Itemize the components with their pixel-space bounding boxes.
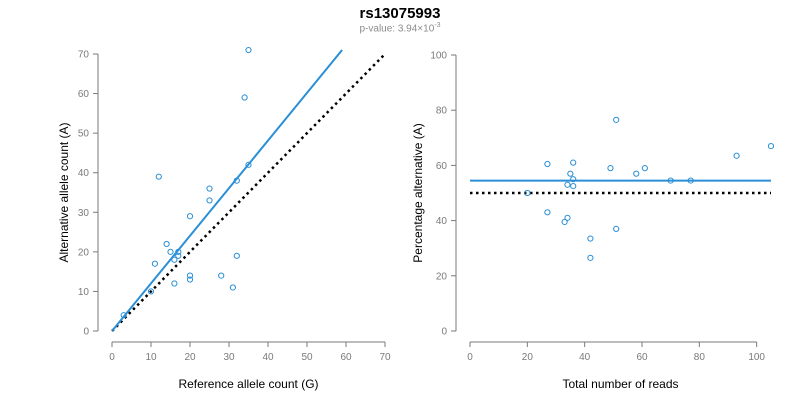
x-tick-label: 30 (223, 352, 235, 363)
data-point (570, 183, 577, 190)
data-point (587, 254, 594, 261)
data-point (171, 256, 178, 263)
data-point (587, 235, 594, 242)
reference-line (111, 53, 386, 332)
data-point (186, 272, 194, 279)
x-tick-label: 50 (301, 352, 313, 363)
data-point (607, 165, 614, 172)
chart-title: rs13075993 (359, 5, 441, 22)
data-point (175, 248, 182, 255)
y-tick-label: 100 (430, 51, 447, 62)
x-tick-label: 20 (522, 352, 534, 363)
y-tick-label: 40 (78, 168, 90, 179)
x-tick-label: 10 (145, 352, 157, 363)
x-tick-label: 0 (467, 352, 473, 363)
data-point (167, 248, 174, 255)
data-point (687, 177, 694, 184)
data-point (155, 173, 162, 180)
data-point (733, 152, 740, 159)
data-point (229, 284, 236, 291)
data-point (613, 116, 620, 123)
data-point (120, 312, 127, 319)
y-axis-title: Alternative allele count (A) (57, 122, 71, 262)
data-point (186, 276, 194, 283)
y-tick-label: 20 (78, 247, 90, 258)
y-tick-label: 30 (78, 208, 90, 219)
p-value-text: p-value: 3.94×10 (359, 23, 435, 35)
y-tick-label: 80 (436, 106, 448, 117)
data-point (233, 177, 240, 184)
x-axis-title: Total number of reads (562, 377, 678, 391)
data-point (175, 252, 182, 259)
data-point (570, 159, 577, 166)
data-point (524, 189, 531, 197)
y-axis-title: Percentage alternative (A) (411, 123, 425, 262)
plot-left: 0 10 20 30 40 50 60 70 0 10 20 30 40 50 60 70 Reference … (57, 46, 391, 391)
data-point (570, 176, 577, 183)
data-point (633, 170, 640, 177)
x-tick-label: 80 (694, 352, 706, 363)
data-point (163, 240, 170, 248)
x-tick-label: 40 (262, 352, 274, 363)
data-point (206, 197, 213, 204)
x-tick-label: 100 (748, 352, 765, 363)
data-point (641, 165, 648, 172)
data-point (567, 170, 574, 177)
y-tick-label: 0 (83, 327, 89, 338)
data-point (206, 185, 213, 192)
data-point (147, 288, 155, 295)
chart-subtitle: p-value: 3.94×10-3 (0, 22, 800, 34)
y-tick-label: 10 (78, 287, 90, 298)
data-point (544, 160, 551, 168)
y-tick-label: 60 (436, 161, 448, 172)
data-point (218, 272, 225, 279)
x-axis-title: Reference allele count (G) (178, 377, 318, 391)
data-point (151, 260, 158, 267)
y-tick-label: 50 (78, 129, 90, 140)
y-tick-label: 70 (78, 50, 90, 61)
x-tick-label: 70 (379, 352, 391, 363)
data-point (767, 142, 775, 150)
p-value-exponent: -3 (434, 22, 441, 29)
plot-right: 0 20 40 60 80 100 0 20 40 60 80 100 Total number of … (411, 51, 775, 391)
x-tick-label: 60 (636, 352, 648, 363)
data-point (171, 280, 178, 287)
y-tick-label: 40 (436, 216, 448, 227)
data-point (564, 214, 571, 221)
x-tick-label: 40 (579, 352, 591, 363)
y-tick-label: 0 (441, 327, 447, 338)
x-tick-label: 20 (184, 352, 196, 363)
data-point (241, 94, 248, 101)
data-point (245, 46, 252, 54)
y-tick-label: 20 (436, 271, 448, 282)
data-point (544, 209, 551, 216)
x-tick-label: 0 (109, 352, 115, 363)
data-point (233, 252, 240, 259)
data-point (186, 213, 194, 220)
data-point (667, 177, 674, 184)
fit-line (111, 49, 343, 332)
data-point (613, 225, 620, 232)
data-point (561, 218, 568, 226)
data-point (245, 161, 252, 168)
x-tick-label: 60 (340, 352, 352, 363)
y-tick-label: 60 (78, 89, 90, 100)
data-point (564, 181, 571, 188)
